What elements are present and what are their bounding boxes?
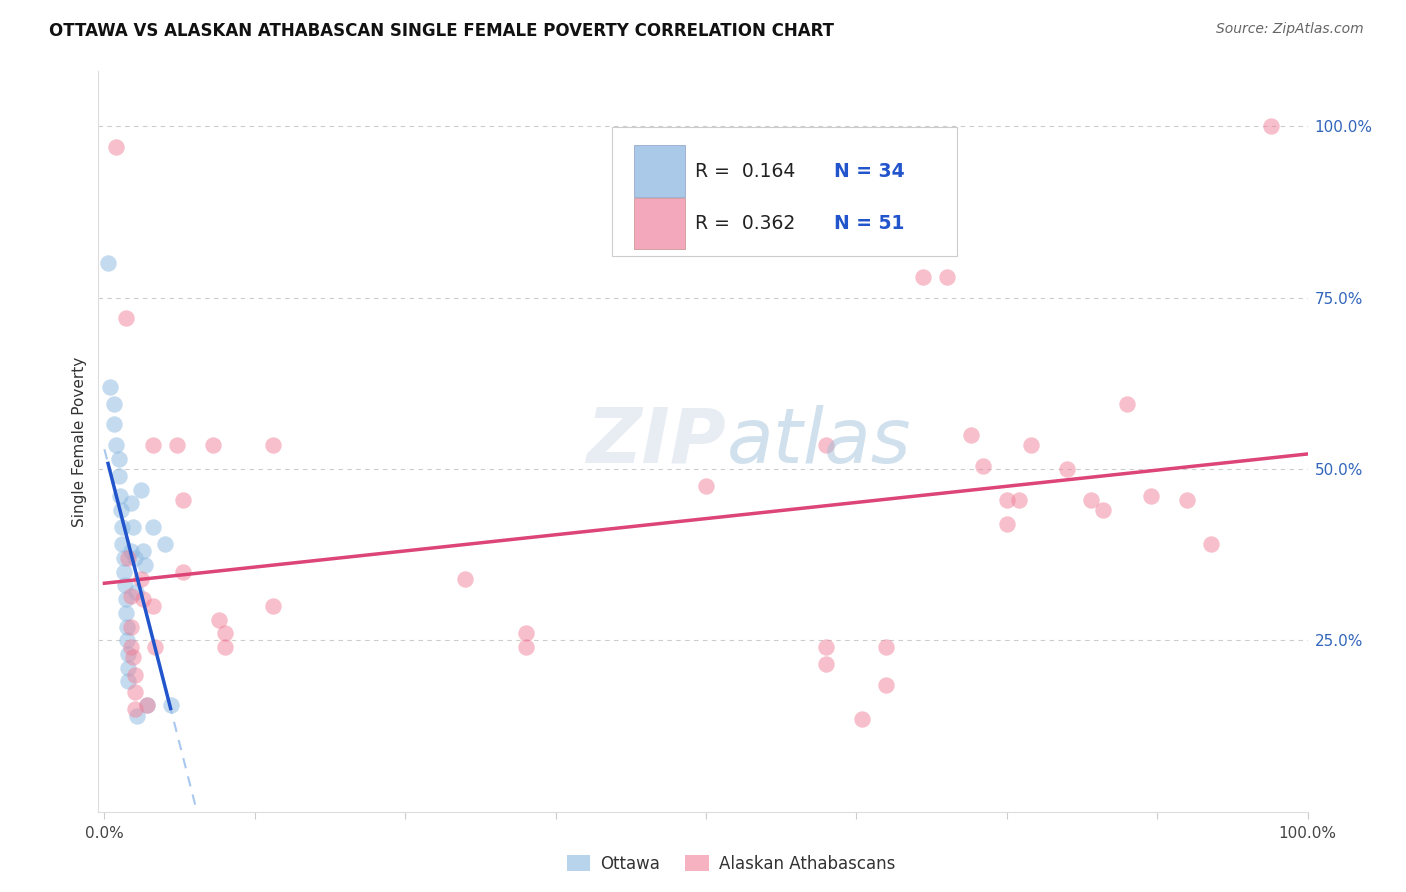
Point	[117, 619, 139, 633]
Point	[117, 633, 139, 648]
Point	[142, 520, 165, 534]
Text: ZIP: ZIP	[588, 405, 727, 478]
Point	[124, 551, 146, 566]
Point	[135, 698, 157, 713]
Point	[142, 599, 165, 613]
Point	[103, 417, 125, 432]
Point	[1056, 462, 1078, 476]
Text: R =  0.362: R = 0.362	[695, 214, 794, 234]
Point	[935, 270, 957, 285]
Point	[115, 592, 138, 607]
Point	[112, 565, 135, 579]
Point	[875, 678, 897, 692]
Point	[515, 626, 537, 640]
Point	[1116, 397, 1139, 411]
Point	[1175, 492, 1198, 507]
Point	[114, 578, 136, 592]
Text: OTTAWA VS ALASKAN ATHABASCAN SINGLE FEMALE POVERTY CORRELATION CHART: OTTAWA VS ALASKAN ATHABASCAN SINGLE FEMA…	[49, 22, 834, 40]
Point	[117, 551, 139, 566]
Point	[108, 489, 131, 503]
Point	[172, 565, 194, 579]
Point	[97, 256, 120, 270]
Point	[695, 479, 717, 493]
Point	[105, 438, 128, 452]
Text: N = 34: N = 34	[834, 161, 904, 180]
Point	[166, 438, 188, 452]
Point	[111, 537, 134, 551]
Point	[1008, 492, 1031, 507]
Point	[1201, 537, 1223, 551]
Point	[129, 572, 152, 586]
Point	[815, 640, 838, 655]
Point	[142, 438, 165, 452]
Point	[515, 640, 537, 655]
Legend: Ottawa, Alaskan Athabascans: Ottawa, Alaskan Athabascans	[561, 848, 901, 880]
Point	[972, 458, 994, 473]
Point	[115, 311, 138, 326]
Point	[122, 650, 145, 665]
Point	[110, 503, 132, 517]
Point	[214, 640, 236, 655]
Point	[1260, 119, 1282, 133]
Point	[115, 606, 138, 620]
Point	[100, 380, 122, 394]
Point	[1080, 492, 1102, 507]
Point	[201, 438, 224, 452]
Point	[122, 520, 145, 534]
Text: atlas: atlas	[727, 405, 911, 478]
Point	[959, 427, 981, 442]
Point	[911, 270, 934, 285]
Point	[153, 537, 176, 551]
Point	[159, 698, 181, 713]
FancyBboxPatch shape	[613, 127, 957, 257]
Point	[120, 640, 142, 655]
Point	[995, 492, 1018, 507]
Point	[125, 585, 148, 599]
FancyBboxPatch shape	[634, 198, 685, 250]
Point	[129, 483, 152, 497]
Point	[111, 520, 134, 534]
Point	[815, 438, 838, 452]
Point	[132, 592, 155, 607]
Point	[120, 589, 142, 603]
Point	[815, 657, 838, 672]
Point	[208, 613, 231, 627]
Point	[105, 140, 128, 154]
Point	[120, 544, 142, 558]
Point	[875, 640, 897, 655]
Point	[172, 492, 194, 507]
Point	[132, 544, 155, 558]
Point	[125, 708, 148, 723]
Point	[1140, 489, 1163, 503]
Point	[143, 640, 166, 655]
Text: N = 51: N = 51	[834, 214, 904, 234]
Point	[214, 626, 236, 640]
Text: R =  0.164: R = 0.164	[695, 161, 794, 180]
Point	[262, 438, 284, 452]
Point	[124, 667, 146, 681]
Point	[117, 674, 139, 689]
Point	[262, 599, 284, 613]
Text: Source: ZipAtlas.com: Source: ZipAtlas.com	[1216, 22, 1364, 37]
Point	[103, 397, 125, 411]
Point	[117, 647, 139, 661]
Point	[124, 685, 146, 699]
Point	[135, 698, 157, 713]
Point	[851, 712, 873, 726]
Point	[454, 572, 477, 586]
Point	[995, 516, 1018, 531]
Point	[1092, 503, 1115, 517]
Point	[120, 619, 142, 633]
Point	[117, 661, 139, 675]
FancyBboxPatch shape	[634, 145, 685, 196]
Point	[108, 468, 131, 483]
Y-axis label: Single Female Poverty: Single Female Poverty	[72, 357, 87, 526]
Point	[120, 496, 142, 510]
Point	[134, 558, 156, 572]
Point	[124, 702, 146, 716]
Point	[108, 451, 131, 466]
Point	[1019, 438, 1042, 452]
Point	[112, 551, 135, 566]
